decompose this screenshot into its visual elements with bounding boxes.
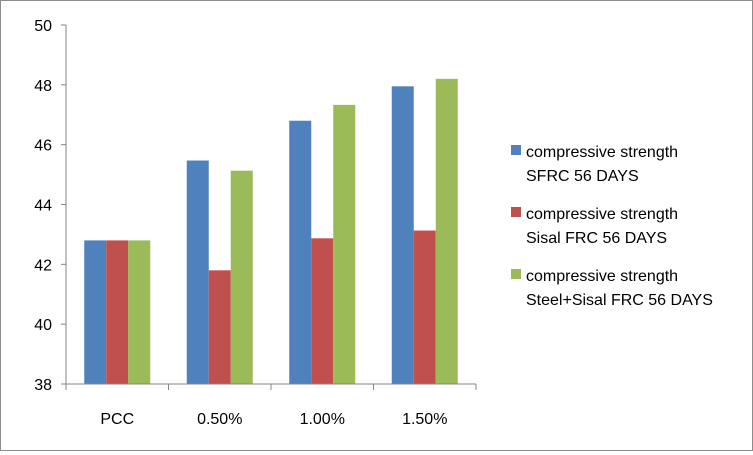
legend-label: Sisal FRC 56 DAYS [526,230,667,247]
y-tick-label: 38 [34,377,52,394]
legend-label: compressive strength [526,206,678,223]
y-tick-label: 40 [34,317,52,334]
x-tick-label: PCC [100,411,134,428]
bars-group [84,78,458,385]
bar-series-1 [186,160,209,384]
bar-series-1 [289,120,312,384]
y-axis-ticks: 38 40 42 44 46 48 50 [34,18,66,394]
y-tick-label: 46 [34,138,52,155]
legend-swatch [511,207,521,217]
bar-series-1 [84,240,107,384]
bar-series-2 [413,230,436,384]
legend-label: Steel+Sisal FRC 56 DAYS [526,292,713,309]
y-tick-label: 42 [34,257,52,274]
legend: compressive strength SFRC 56 DAYS compress… [511,144,713,309]
bar-series-3 [333,104,356,384]
x-tick-label: 0.50% [197,411,242,428]
x-tick-label: 1.50% [402,411,447,428]
legend-swatch [511,145,521,155]
legend-label: compressive strength [526,268,678,285]
bar-series-3 [435,78,458,384]
bar-series-2 [106,240,129,384]
legend-label: compressive strength [526,144,678,161]
y-tick-label: 44 [34,198,52,215]
bar-series-3 [128,240,151,384]
y-tick-label: 50 [34,18,52,35]
bar-series-1 [391,86,414,385]
x-axis-ticks: PCC 0.50% 1.00% 1.50% [65,384,477,428]
x-tick-label: 1.00% [300,411,345,428]
bar-series-3 [230,170,253,384]
bar-series-2 [208,270,231,384]
legend-swatch [511,269,521,279]
legend-label: SFRC 56 DAYS [526,168,639,185]
y-tick-label: 48 [34,78,52,95]
bar-series-2 [311,238,334,384]
